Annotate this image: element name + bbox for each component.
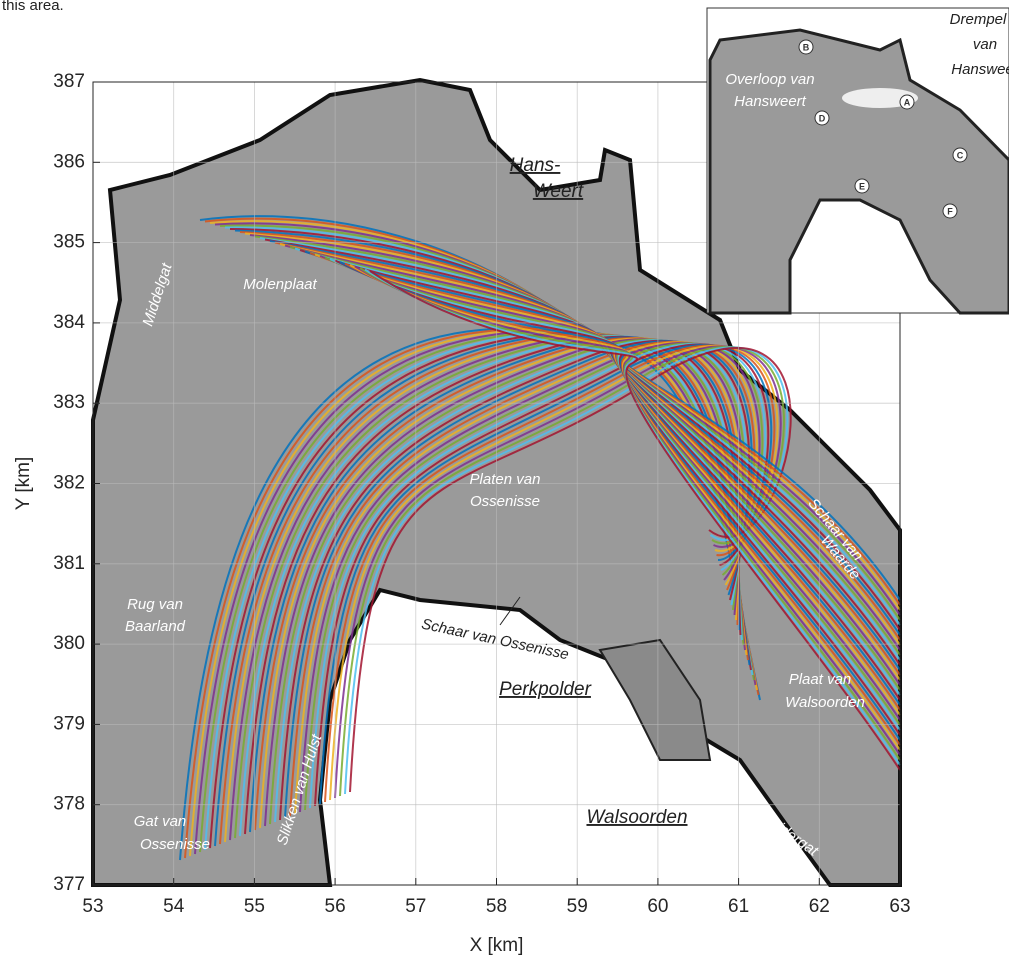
streamline: [369, 270, 901, 771]
x-tick-label: 63: [889, 896, 910, 917]
inset-point-marker: [854, 178, 870, 194]
inset-highlight: [842, 88, 918, 108]
x-tick-label: 54: [163, 896, 185, 917]
inset: Overloop van Hansweert Drempel van Hansweer A…: [706, 7, 1009, 315]
x-tick-label: 61: [728, 896, 749, 917]
place-label: Hans-: [510, 155, 561, 176]
area-label: Baarland: [125, 618, 186, 635]
y-tick-label: 383: [53, 392, 85, 413]
inset-label: van: [973, 36, 997, 53]
streamlines: [179, 215, 901, 861]
streamline: [359, 267, 901, 761]
x-tick-label: 59: [567, 896, 588, 917]
inset-label: Hansweer: [951, 61, 1009, 78]
y-tick-label: 378: [53, 794, 85, 815]
inset-point-marker: [942, 203, 958, 219]
streamline: [269, 338, 746, 825]
inset-point-label: D: [819, 113, 826, 123]
inset-point-marker: [899, 94, 915, 110]
y-tick-label: 385: [53, 232, 85, 253]
area-label: Platen van: [470, 471, 541, 488]
inset-point-marker: [798, 39, 814, 55]
y-tick-label: 377: [53, 874, 85, 895]
x-tick-label: 55: [244, 896, 265, 917]
streamline: [324, 256, 901, 726]
y-tick-label: 386: [53, 151, 85, 172]
streamline: [364, 268, 901, 766]
inset-estuary: [708, 28, 1009, 315]
y-tick-label: 380: [53, 633, 85, 654]
harbour: [598, 638, 712, 761]
x-tick-label: 58: [486, 896, 507, 917]
inset-point-label: E: [859, 181, 865, 191]
streamline: [339, 261, 901, 741]
place-label: Perkpolder: [499, 679, 592, 700]
axes-box: [92, 81, 901, 886]
inset-label: Overloop van: [725, 71, 814, 88]
y-tick-label: 387: [53, 71, 85, 92]
area-label: Rug van: [127, 596, 183, 613]
streamline: [329, 258, 901, 731]
area-label: Gat van: [134, 813, 187, 830]
streamline: [249, 336, 740, 833]
inset-point-marker: [952, 147, 968, 163]
inset-label: Drempel: [950, 11, 1007, 28]
inset-point-label: F: [947, 206, 953, 216]
x-tick-label: 56: [325, 896, 346, 917]
pointer: [499, 596, 521, 626]
area-label: Ossenisse: [140, 836, 210, 853]
area-label: Plaat van: [789, 671, 852, 688]
area-label: Walsoorden: [785, 694, 865, 711]
caption-fragment: this area.: [2, 0, 64, 14]
streamline: [304, 342, 764, 811]
y-tick-label: 381: [53, 553, 85, 574]
x-tick-label: 53: [82, 896, 103, 917]
y-tick-label: 379: [53, 713, 85, 734]
area-label: Ossenisse: [470, 493, 540, 510]
y-tick-label: 384: [53, 312, 85, 333]
x-tick-label: 62: [809, 896, 830, 917]
y-tick-label: 382: [53, 473, 85, 494]
area-label: Molenplaat: [243, 276, 317, 293]
inset-point-label: A: [904, 97, 911, 107]
inset-label: Hansweert: [734, 93, 807, 110]
x-tick-label: 57: [405, 896, 426, 917]
x-axis-label: X [km]: [470, 935, 524, 956]
streamline: [349, 264, 901, 751]
place-label: Weert: [533, 181, 584, 202]
inset-point-label: C: [957, 150, 964, 160]
streamline: [319, 255, 901, 721]
streamline: [334, 259, 901, 736]
place-label: Walsoorden: [586, 807, 687, 828]
x-tick-label: 60: [647, 896, 668, 917]
inset-point-marker: [814, 110, 830, 126]
streamline: [354, 265, 901, 756]
inset-point-label: B: [803, 42, 810, 52]
y-axis-label: Y [km]: [13, 457, 34, 511]
streamline: [344, 262, 901, 746]
